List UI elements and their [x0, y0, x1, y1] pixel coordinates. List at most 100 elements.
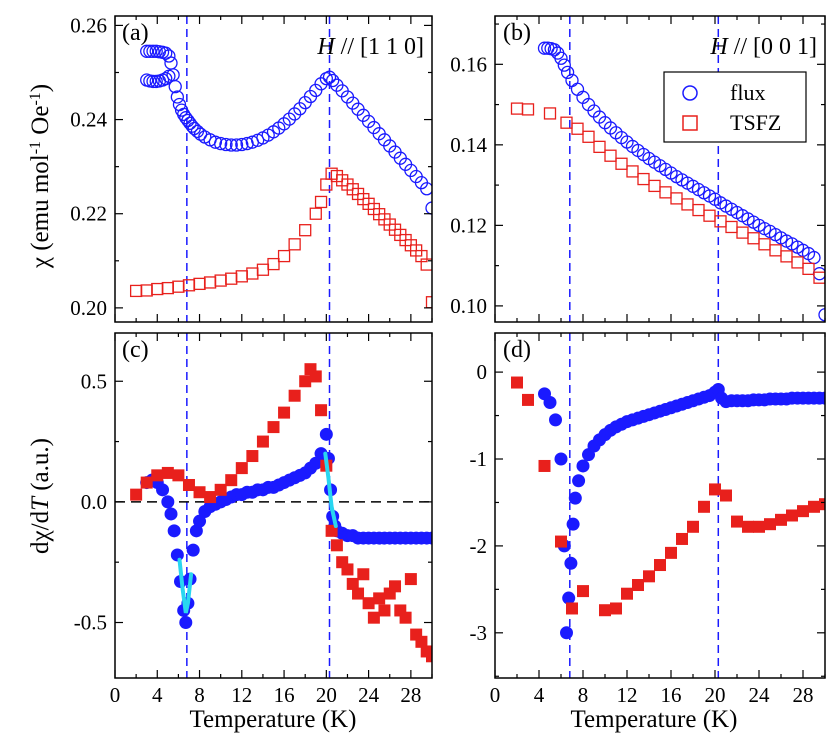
- data-point-TSFZ-c-7: [204, 491, 217, 504]
- data-point-TSFZ-a-12: [256, 263, 270, 276]
- data-point-TSFZ-d-24: [797, 505, 809, 518]
- data-point-TSFZ-c-28: [362, 597, 375, 610]
- data-point-flux-a-18: [185, 119, 199, 133]
- data-point-TSFZ-d-10: [643, 570, 655, 583]
- panel-label-c: (c): [122, 337, 149, 363]
- data-point-TSFZ-b-17: [714, 215, 727, 228]
- xtick-label-c-3: 12: [231, 683, 252, 707]
- data-point-TSFZ-d-19: [742, 520, 754, 533]
- data-point-flux-b-9: [570, 82, 585, 96]
- xtick-label-d-4: 16: [661, 683, 682, 707]
- data-point-TSFZ-d-17: [720, 489, 732, 502]
- data-point-TSFZ-b-18: [725, 220, 738, 234]
- data-point-TSFZ-b-24: [791, 256, 804, 269]
- data-point-flux-b-0: [537, 41, 552, 55]
- ytick-label-a-1: 0.22: [70, 202, 107, 226]
- panel-a-ylabel: χ (emu mol-1 Oe-1): [27, 84, 55, 269]
- data-point-TSFZ-a-3: [161, 281, 174, 295]
- data-point-TSFZ-a-0: [129, 284, 143, 298]
- data-point-TSFZ-b-1: [521, 103, 535, 116]
- data-point-TSFZ-a-16: [299, 224, 312, 237]
- series-flux-b: [537, 41, 825, 322]
- data-point-TSFZ-a-14: [277, 249, 291, 263]
- data-point-flux-c-7: [170, 548, 184, 562]
- series-TSFZ-a: [129, 167, 432, 309]
- data-point-TSFZ-b-16: [703, 209, 716, 222]
- xtick-label-c-7: 28: [400, 683, 421, 707]
- ytick-label-c-1: 0.0: [81, 490, 107, 514]
- data-point-flux-d-1: [543, 396, 557, 410]
- data-point-TSFZ-d-25: [808, 500, 820, 513]
- data-point-flux-a-26: [219, 137, 233, 152]
- data-point-TSFZ-d-3: [555, 535, 567, 548]
- data-point-TSFZ-b-25: [802, 262, 815, 276]
- data-point-TSFZ-c-3: [161, 466, 174, 479]
- data-point-TSFZ-b-10: [637, 172, 650, 186]
- ytick-label-d-2: -1: [470, 447, 488, 471]
- data-point-TSFZ-b-26: [813, 271, 825, 284]
- ytick-label-b-0: 0.10: [450, 294, 487, 318]
- data-point-TSFZ-c-11: [246, 450, 259, 463]
- data-point-TSFZ-c-27: [357, 568, 370, 581]
- data-point-TSFZ-d-11: [654, 559, 666, 572]
- data-point-TSFZ-d-2: [538, 459, 551, 472]
- data-point-flux-b-53: [812, 267, 825, 281]
- data-point-TSFZ-c-36: [404, 573, 417, 586]
- ytick-label-b-2: 0.14: [450, 133, 487, 157]
- data-point-TSFZ-b-23: [780, 250, 793, 263]
- data-point-flux-a-39: [287, 107, 302, 121]
- data-point-flux-c-37: [309, 456, 323, 470]
- data-point-flux-a-66: [425, 201, 432, 215]
- data-point-TSFZ-c-9: [225, 474, 238, 487]
- data-point-flux-d-3: [554, 452, 568, 466]
- data-point-TSFZ-d-6: [599, 604, 611, 617]
- data-point-TSFZ-b-2: [543, 107, 557, 120]
- panel-d-xlabel: Temperature (K): [571, 706, 738, 733]
- xtick-label-c-4: 16: [274, 683, 295, 707]
- panel-label-d: (d): [503, 337, 531, 363]
- data-point-flux-a-25: [214, 136, 228, 151]
- data-point-flux-d-2: [549, 413, 562, 427]
- panel-d: 0 4 8 12 16 20 24 28 -3 -2 -1 0 (d): [470, 332, 826, 707]
- xtick-label-c-2: 8: [194, 683, 205, 707]
- series-flux-a: [140, 44, 432, 215]
- data-point-TSFZ-d-26: [819, 498, 825, 511]
- data-point-flux-a-24: [208, 135, 223, 149]
- data-point-TSFZ-a-17: [309, 207, 322, 220]
- legend-label-flux: flux: [730, 80, 765, 105]
- xtick-label-d-5: 20: [705, 683, 726, 707]
- data-point-flux-d-11: [576, 459, 590, 473]
- xtick-label-d-2: 8: [578, 683, 589, 707]
- panel-b: 0.10 0.12 0.14 0.16 (b) H // [0 0 1] flux TSFZ: [450, 15, 826, 323]
- data-point-TSFZ-c-38: [415, 635, 428, 648]
- data-point-flux-a-38: [282, 112, 297, 126]
- frame-c: [114, 332, 433, 679]
- data-point-TSFZ-b-5: [582, 130, 595, 143]
- data-point-flux-a-29: [235, 137, 249, 152]
- data-point-flux-a-47: [326, 73, 340, 88]
- data-point-flux-a-7: [162, 49, 176, 63]
- data-point-flux-d-9: [568, 491, 582, 505]
- data-point-flux-c-6: [167, 524, 181, 538]
- data-point-TSFZ-d-16: [709, 483, 721, 496]
- data-point-TSFZ-a-10: [235, 270, 248, 283]
- data-point-flux-a-11: [170, 90, 184, 104]
- ytick-label-c-0: -0.5: [74, 611, 107, 635]
- data-point-TSFZ-d-23: [786, 509, 798, 522]
- data-point-TSFZ-b-9: [626, 165, 639, 178]
- data-point-TSFZ-a-1: [140, 284, 153, 297]
- data-point-TSFZ-a-18: [314, 195, 328, 209]
- data-point-flux-low-a-6: [159, 71, 173, 86]
- series-flux-low-a: [140, 69, 176, 89]
- data-point-TSFZ-b-21: [758, 238, 771, 251]
- data-point-TSFZ-b-15: [692, 203, 705, 217]
- data-point-flux-a-2: [146, 44, 160, 58]
- data-point-TSFZ-d-18: [731, 515, 743, 528]
- data-point-TSFZ-c-10: [235, 462, 248, 475]
- ytick-label-a-0: 0.20: [70, 296, 107, 320]
- xtick-label-d-0: 0: [490, 683, 501, 707]
- data-point-TSFZ-a-5: [182, 279, 196, 292]
- ytick-label-b-1: 0.12: [450, 213, 487, 237]
- data-point-flux-b-6: [557, 58, 571, 72]
- data-point-flux-a-65: [420, 182, 432, 196]
